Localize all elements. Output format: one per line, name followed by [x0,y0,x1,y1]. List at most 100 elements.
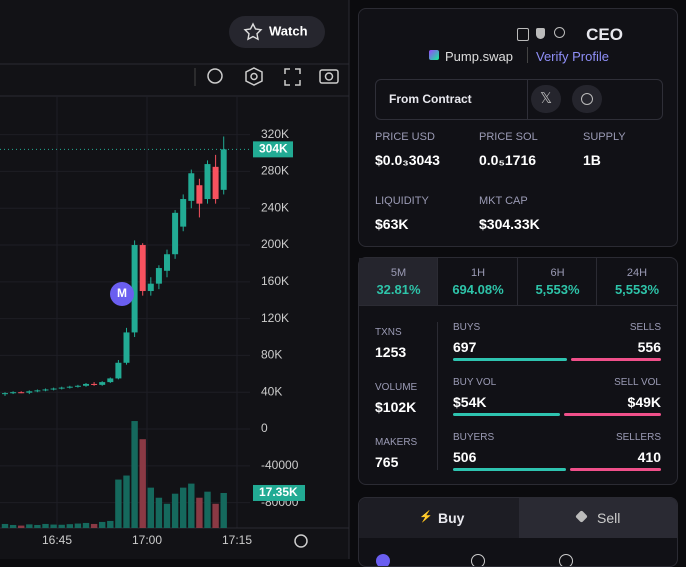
volume-bar [212,503,219,528]
buy-bar [453,468,566,471]
timeframe-tab[interactable] [518,258,597,305]
timeframe-label: 5M [390,267,407,279]
volume-bar [66,524,73,528]
sell-tab[interactable] [519,498,677,538]
candle-body [107,378,114,383]
candle-body [2,393,8,395]
search-icon[interactable] [554,27,565,38]
x-tick-label: 17:00 [132,533,162,547]
txns-value: 1253 [375,344,407,360]
volume-bar [188,483,195,528]
sell-label: Sell [597,510,621,526]
makers-label: MAKERS [375,437,418,448]
radio[interactable] [376,554,390,566]
fullscreen-icon[interactable] [284,68,301,86]
candle-body [196,185,203,204]
stat-label: LIQUIDITY [375,195,429,207]
volume-label: VOLUME [375,382,418,393]
candle-body [180,199,187,227]
y-tick-label: 40K [261,384,282,398]
settings-icon[interactable] [245,67,263,86]
activity-card: 5M 32.81% 1H 694.08% 6H 5,553% 24H 5,553% TXNS … [358,257,678,485]
candle-body [147,283,154,292]
buy-label: BUYERS [453,432,495,443]
y-tick-label: 200K [261,237,289,251]
contract-box [375,79,663,120]
token-name: CEO [586,25,623,44]
stat-label: MKT CAP [479,195,528,207]
volume-bar [90,523,98,528]
verify-link[interactable]: Verify Profile [536,49,609,64]
settings-icon-dot [250,72,258,81]
volume-bar [26,524,33,528]
buy-value: 697 [453,339,477,355]
timeframe-tab[interactable] [439,258,518,305]
candle-body [74,385,81,387]
volume-bar [50,524,57,528]
sell-label: SELLS [629,322,661,333]
volume-bar [131,421,138,528]
separator [527,79,528,120]
buy-label: BUYS [453,322,481,333]
stat-value: 1B [583,152,601,168]
volume-bar [220,492,227,528]
candle-body [34,390,41,392]
candle-body [164,254,170,271]
candle-body [18,392,25,394]
candle-body [66,386,73,388]
volume-bar [147,487,154,528]
event-marker [110,282,134,306]
volume-bar [58,524,65,528]
stat-value: $304.33K [479,216,540,232]
candle-body [10,392,17,394]
candle-body [123,332,130,363]
timeframe-tab[interactable] [359,258,438,305]
buy-label: BUY VOL [453,377,497,388]
copy-icon[interactable] [517,28,529,41]
candle-body [99,382,106,385]
bolt-icon: ⚡ [419,511,433,523]
buy-bar [453,413,561,416]
indicator-icon[interactable] [207,68,223,84]
event-marker-label: M [117,286,127,300]
contract-label: From Contract [389,92,472,106]
chart-settings-icon[interactable] [294,534,308,548]
candle-body [115,362,122,379]
volume-bar [163,503,171,528]
star-icon [243,22,263,41]
buy-value: $54K [453,394,487,410]
y-tick-label: 240K [261,200,289,214]
x-link[interactable]: 𝕏 [531,85,561,113]
volume-bar [74,523,82,528]
candle-body [26,391,33,393]
candle-body [42,389,49,391]
dex-name: Pump.swap [445,49,513,64]
timeframe-change: 694.08% [452,282,504,297]
candle-body [204,164,211,200]
y-tick-label: 120K [261,311,289,325]
solana-icon [429,50,439,60]
radio[interactable] [471,554,485,566]
token-card: CEO Pump.swap Verify Profile From Contra… [358,8,678,247]
candle-body [220,149,227,190]
sell-bar [564,413,661,416]
sell-value: $49K [627,394,661,410]
volume-bar [9,524,17,528]
volume-value: $102K [375,399,417,415]
y-tick-label: 160K [261,274,289,288]
timeframe-label: 6H [550,267,565,279]
y-tick-label: 280K [261,164,289,178]
radio[interactable] [559,554,573,566]
y-tick-label: 80K [261,348,282,362]
camera-icon[interactable] [319,69,339,84]
volume-bar [180,487,187,528]
stat-value: 0.0₅1716 [479,152,537,168]
volume-bar [204,491,211,528]
buy-tab[interactable] [359,498,519,538]
sell-value: 410 [637,449,661,465]
x-tick-label: 17:15 [222,533,252,547]
divider [437,322,438,470]
volume-bar [82,522,90,528]
x-tick-label: 16:45 [42,533,72,547]
stat-label: SUPPLY [583,131,626,143]
